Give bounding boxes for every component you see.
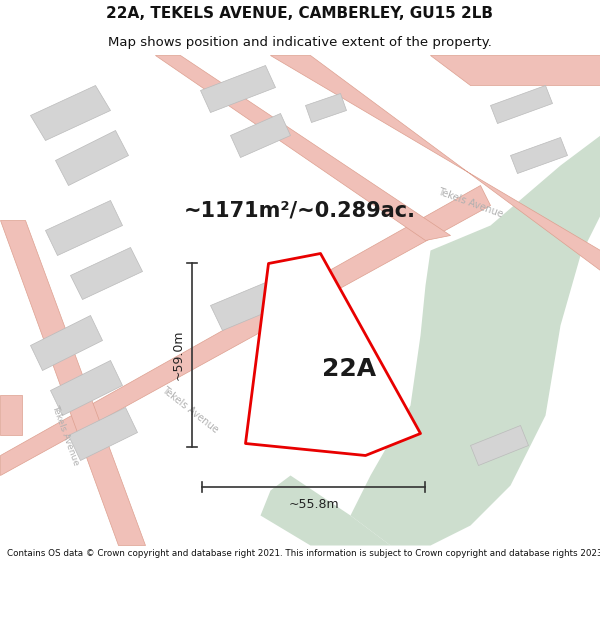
Text: Contains OS data © Crown copyright and database right 2021. This information is : Contains OS data © Crown copyright and d… (7, 549, 600, 558)
Text: 22A: 22A (322, 357, 376, 381)
Text: ~55.8m: ~55.8m (288, 498, 339, 511)
Text: 22A, TEKELS AVENUE, CAMBERLEY, GU15 2LB: 22A, TEKELS AVENUE, CAMBERLEY, GU15 2LB (107, 6, 493, 21)
Text: Map shows position and indicative extent of the property.: Map shows position and indicative extent… (108, 36, 492, 49)
Text: Tekels Avenue: Tekels Avenue (160, 385, 220, 435)
Text: Tekels Avenue: Tekels Avenue (50, 404, 80, 466)
Text: ~1171m²/~0.289ac.: ~1171m²/~0.289ac. (184, 200, 416, 220)
Text: ~59.0m: ~59.0m (172, 330, 185, 380)
Text: Tekels Avenue: Tekels Avenue (436, 186, 504, 219)
